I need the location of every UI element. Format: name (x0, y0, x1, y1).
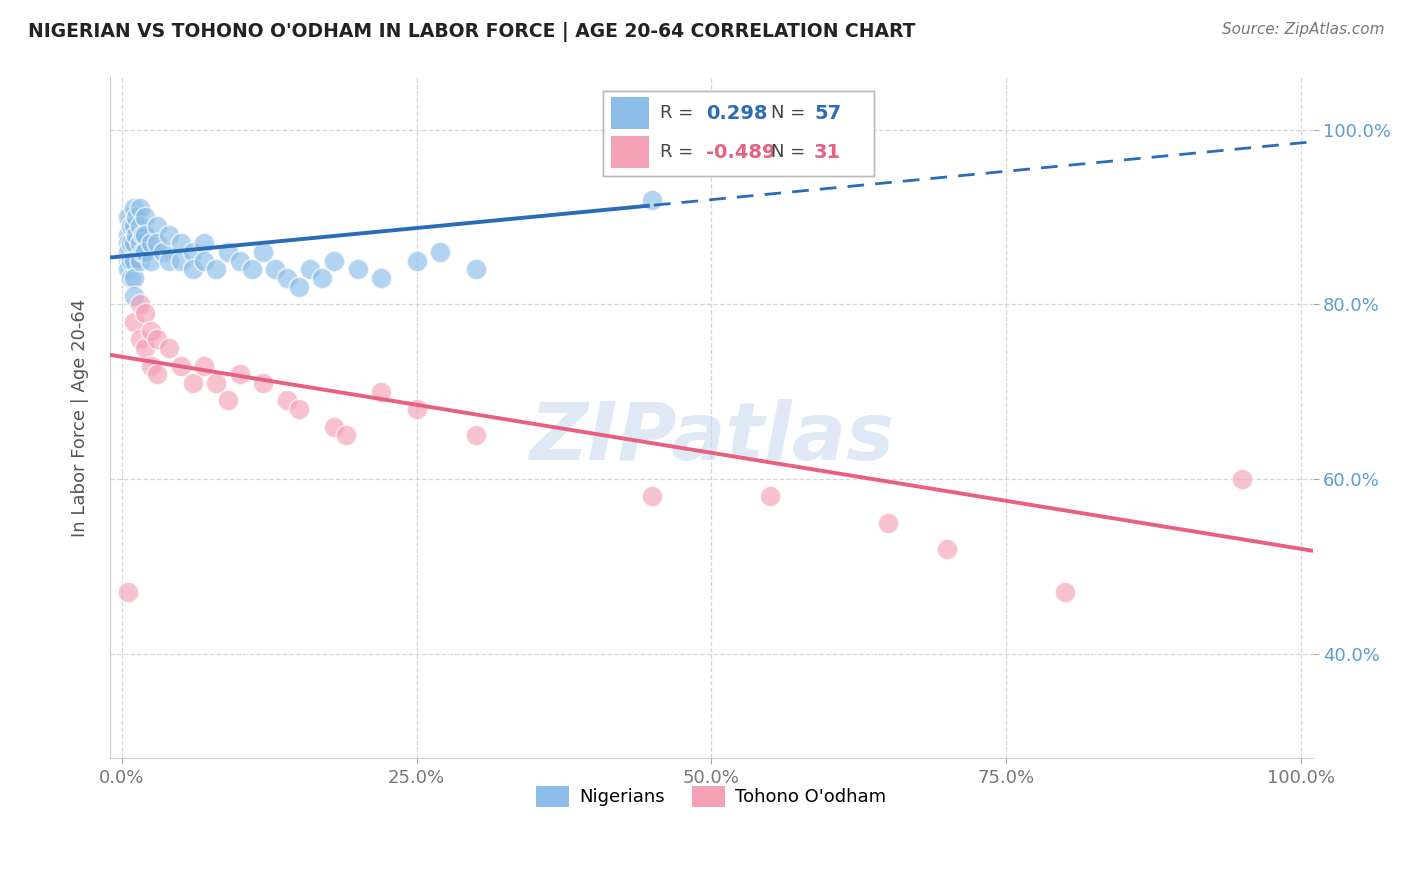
Point (641, 490, 664, 504)
Point (134, 341, 156, 355)
Point (323, 253, 346, 268)
Point (193, 253, 215, 268)
Point (299, 262, 322, 277)
Point (132, 245, 155, 260)
Point (117, 210, 139, 224)
Point (157, 227, 180, 242)
Point (170, 253, 193, 268)
Point (276, 393, 298, 408)
Point (181, 376, 204, 390)
Point (128, 219, 150, 233)
Point (117, 245, 139, 260)
Point (370, 271, 392, 285)
Point (117, 253, 139, 268)
Point (117, 585, 139, 599)
Point (146, 236, 169, 251)
Point (217, 393, 239, 408)
Legend: Nigerians, Tohono O'odham: Nigerians, Tohono O'odham (529, 779, 894, 814)
Point (141, 253, 163, 268)
Point (122, 271, 145, 285)
Point (936, 541, 959, 556)
Text: ZIPatlas: ZIPatlas (529, 400, 894, 477)
Point (122, 315, 145, 329)
Point (157, 253, 180, 268)
Point (122, 236, 145, 251)
Point (134, 245, 156, 260)
Point (181, 245, 204, 260)
Point (122, 288, 145, 302)
Point (122, 202, 145, 216)
Point (1230, 472, 1253, 486)
Point (181, 262, 204, 277)
Point (877, 516, 900, 530)
Point (464, 262, 486, 277)
Point (141, 359, 163, 373)
Point (252, 245, 274, 260)
Point (120, 253, 142, 268)
Point (311, 271, 333, 285)
Point (335, 428, 357, 442)
Point (759, 490, 782, 504)
Point (193, 236, 215, 251)
Point (117, 227, 139, 242)
Point (240, 262, 263, 277)
Point (229, 368, 252, 382)
Point (117, 236, 139, 251)
Point (141, 236, 163, 251)
Point (128, 236, 150, 251)
Point (346, 262, 368, 277)
Point (193, 359, 215, 373)
Point (1053, 585, 1076, 599)
Point (117, 262, 139, 277)
Point (170, 359, 193, 373)
Point (205, 262, 228, 277)
Point (405, 253, 427, 268)
Point (205, 376, 228, 390)
Point (120, 219, 142, 233)
Point (157, 341, 180, 355)
Point (146, 219, 169, 233)
Point (252, 376, 274, 390)
Point (323, 419, 346, 434)
Point (146, 368, 169, 382)
Point (405, 402, 427, 417)
Text: Source: ZipAtlas.com: Source: ZipAtlas.com (1222, 22, 1385, 37)
Point (125, 210, 148, 224)
Point (120, 236, 142, 251)
Point (125, 227, 148, 242)
Point (128, 253, 150, 268)
Point (287, 402, 309, 417)
Point (122, 253, 145, 268)
Point (128, 297, 150, 311)
Point (276, 271, 298, 285)
Point (217, 245, 239, 260)
Point (170, 236, 193, 251)
Point (128, 332, 150, 346)
Point (120, 271, 142, 285)
Point (464, 428, 486, 442)
Point (229, 253, 252, 268)
Point (641, 193, 664, 207)
Point (264, 262, 287, 277)
Point (146, 332, 169, 346)
Point (128, 202, 150, 216)
Point (429, 245, 451, 260)
Point (132, 227, 155, 242)
Point (122, 219, 145, 233)
Point (287, 280, 309, 294)
Point (141, 324, 163, 338)
Point (134, 306, 156, 320)
Point (152, 245, 174, 260)
Text: NIGERIAN VS TOHONO O'ODHAM IN LABOR FORCE | AGE 20-64 CORRELATION CHART: NIGERIAN VS TOHONO O'ODHAM IN LABOR FORC… (28, 22, 915, 42)
Point (134, 210, 156, 224)
Point (134, 227, 156, 242)
Y-axis label: In Labor Force | Age 20-64: In Labor Force | Age 20-64 (72, 299, 89, 537)
Point (370, 384, 392, 399)
